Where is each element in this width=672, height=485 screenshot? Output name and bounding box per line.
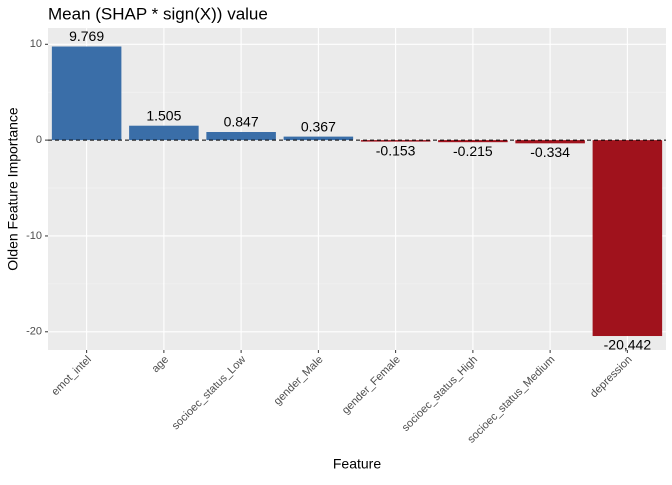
value-label: 9.769 (69, 28, 104, 44)
value-label: 0.367 (301, 118, 336, 134)
chart-title: Mean (SHAP * sign(X)) value (48, 4, 268, 23)
x-tick-label: gender_Female (340, 354, 403, 417)
bar (283, 136, 354, 141)
panel (48, 28, 666, 350)
x-tick-label: emot_intel (49, 354, 93, 398)
x-tick-label: depression (588, 354, 635, 401)
value-label: -0.153 (376, 142, 416, 158)
bar (129, 125, 199, 141)
y-tick-label: 0 (36, 134, 42, 146)
y-axis-title: Olden Feature Importance (5, 107, 21, 271)
bar (438, 140, 508, 143)
value-label: 1.505 (146, 107, 181, 123)
y-tick-label: -20 (26, 326, 42, 338)
y-tick-label: 10 (30, 38, 42, 50)
x-tick-label: socioec_status_Medium (465, 354, 557, 446)
x-tick-label: socioec_status_Low (170, 354, 249, 433)
bar (515, 140, 585, 144)
x-axis-title: Feature (333, 456, 381, 472)
value-label: -0.334 (530, 144, 570, 160)
x-tick-label: age (150, 354, 171, 375)
value-label: -0.215 (453, 143, 493, 159)
bar (206, 132, 276, 141)
bar (51, 46, 122, 141)
bar (360, 140, 431, 142)
x-tick-label: socioec_status_High (400, 354, 480, 434)
value-label: 0.847 (224, 114, 259, 130)
bar (592, 140, 663, 337)
y-tick-label: -10 (26, 230, 42, 242)
x-tick-label: gender_Male (272, 354, 326, 408)
value-label: -20,442 (604, 337, 652, 353)
